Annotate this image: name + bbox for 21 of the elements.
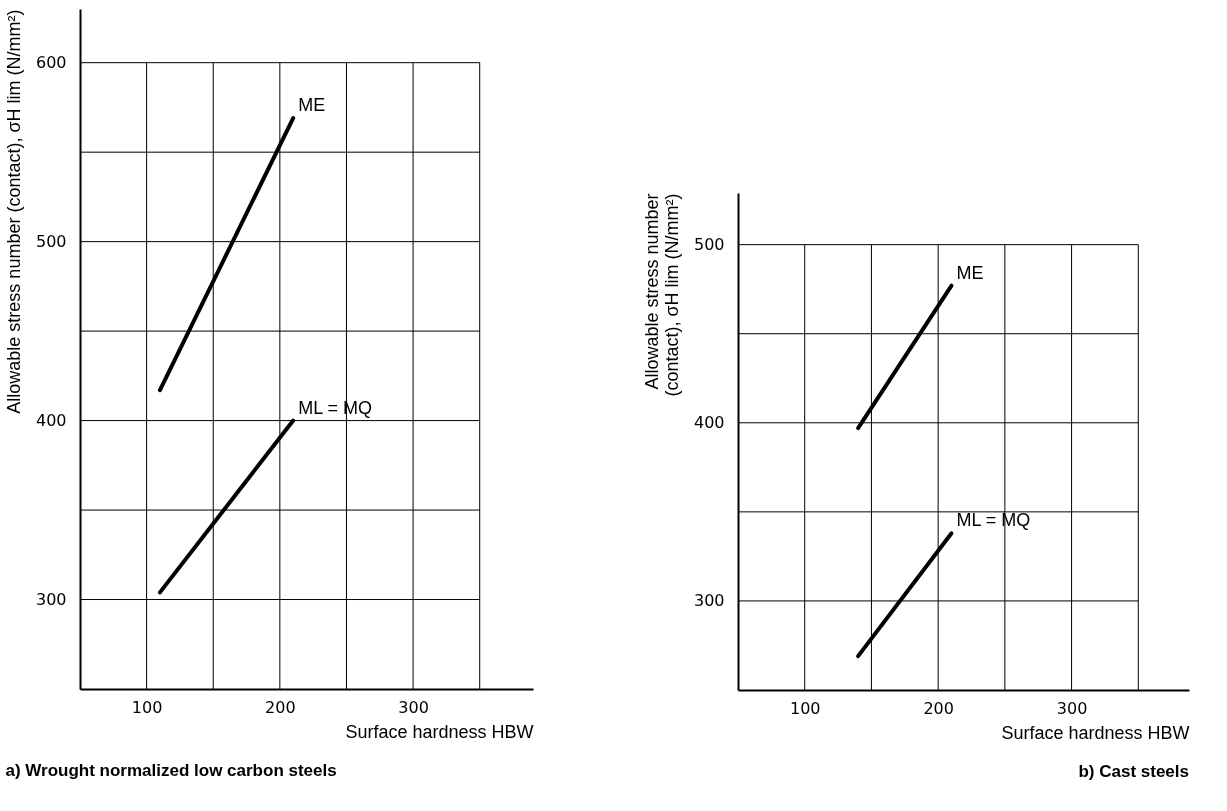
- y-tick-label: 300: [35, 590, 67, 610]
- series-label: ME: [298, 95, 326, 116]
- x-tick-label: 300: [398, 697, 429, 717]
- y-axis-title: Allowable stress number (contact), σH lim (N/mm²): [641, 193, 682, 397]
- text: a) Wrought normalized low carbon steels: [5, 761, 337, 780]
- y-tick-label: 600: [35, 53, 67, 73]
- y-tick-label: 400: [35, 411, 67, 431]
- text: b) Cast steels: [1078, 762, 1189, 781]
- x-tick-label: 100: [131, 697, 163, 717]
- x-tick-label: 200: [923, 698, 954, 718]
- x-tick-label: 100: [789, 698, 821, 718]
- y-tick-label: 400: [693, 413, 725, 433]
- y-tick-label: 500: [693, 235, 725, 255]
- x-tick-label: 200: [265, 697, 296, 717]
- y-axis-title: Allowable stress number (contact), σH lim (N/mm²): [3, 9, 24, 414]
- series-label: ME: [956, 262, 984, 283]
- x-axis-title: Surface hardness HBW: [345, 721, 534, 742]
- x-axis-title: Surface hardness HBW: [1001, 722, 1190, 743]
- x-tick-label: 300: [1056, 698, 1088, 718]
- y-tick-label: 500: [35, 232, 67, 252]
- y-tick-label: 300: [693, 591, 725, 611]
